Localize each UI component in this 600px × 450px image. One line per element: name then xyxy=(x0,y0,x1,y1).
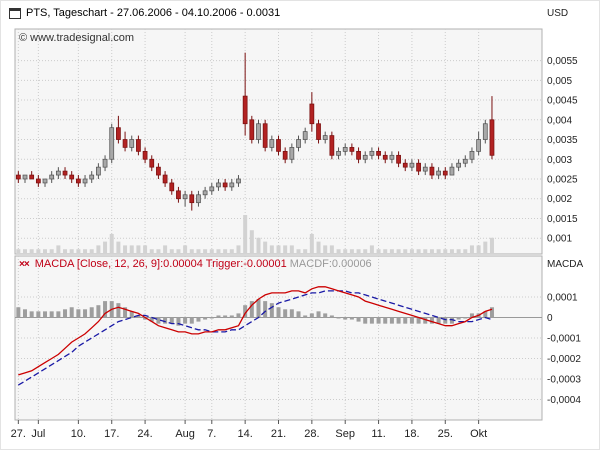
svg-text:0,005: 0,005 xyxy=(547,76,572,87)
svg-text:Sep: Sep xyxy=(335,428,355,440)
svg-text:0: 0 xyxy=(547,313,553,324)
price-axis-unit-label: USD xyxy=(547,8,569,19)
svg-text:17.: 17. xyxy=(104,428,119,440)
price-panel[interactable] xyxy=(14,28,543,255)
svg-text:0,0001: 0,0001 xyxy=(547,293,578,304)
svg-text:0,003: 0,003 xyxy=(547,155,572,166)
svg-text:7.: 7. xyxy=(207,428,216,440)
svg-text:25.: 25. xyxy=(438,428,453,440)
svg-text:0,002: 0,002 xyxy=(547,194,572,205)
svg-text:-0,0003: -0,0003 xyxy=(547,375,581,386)
macd-axis-unit-label: MACDA xyxy=(547,259,584,270)
svg-text:24.: 24. xyxy=(137,428,152,440)
svg-text:-0,0004: -0,0004 xyxy=(547,395,581,406)
indicator-macda-value: MACDA [Close, 12, 26, 9]:0.00004 xyxy=(34,258,203,270)
svg-text:0,0055: 0,0055 xyxy=(547,56,578,67)
svg-text:0,0015: 0,0015 xyxy=(547,214,578,225)
svg-text:0,0045: 0,0045 xyxy=(547,96,578,107)
time-axis[interactable]: 27. Jul 10. 17. 24. Aug 7. 14. 21. 28. Sep 11. 18. 25… xyxy=(11,420,488,440)
svg-text:Aug: Aug xyxy=(175,428,195,440)
svg-text:21.: 21. xyxy=(271,428,286,440)
svg-text:18.: 18. xyxy=(404,428,419,440)
price-axis[interactable]: 0,0055 0,005 0,0045 0,004 0,0035 0,003 0,0025 0… xyxy=(547,56,578,245)
svg-text:11.: 11. xyxy=(371,428,385,440)
svg-text:-0,0002: -0,0002 xyxy=(547,354,581,365)
chart-window-icon[interactable] xyxy=(9,7,21,19)
svg-text:14.: 14. xyxy=(237,428,252,440)
chart-titlebar: PTS, Tageschart - 27.06.2006 - 04.10.200… xyxy=(9,7,280,19)
indicator-macdf-value: MACDF:0.00006 xyxy=(289,258,372,270)
indicator-icon: ×× xyxy=(19,259,30,270)
svg-text:-0,0001: -0,0001 xyxy=(547,334,581,345)
svg-text:10.: 10. xyxy=(71,428,86,440)
svg-text:0,0025: 0,0025 xyxy=(547,175,578,186)
svg-text:0,004: 0,004 xyxy=(547,115,572,126)
svg-text:27.: 27. xyxy=(11,428,26,440)
chart-title: PTS, Tageschart - 27.06.2006 - 04.10.200… xyxy=(26,7,281,19)
indicator-label[interactable]: ×× MACDA [Close, 12, 26, 9]:0.00004 Trig… xyxy=(19,258,372,270)
svg-text:Jul: Jul xyxy=(31,428,45,440)
tradesignal-watermark: © www.tradesignal.com xyxy=(19,32,135,44)
svg-text:Okt: Okt xyxy=(470,428,487,440)
svg-text:0,0035: 0,0035 xyxy=(547,135,578,146)
svg-text:0,001: 0,001 xyxy=(547,234,572,245)
macd-axis[interactable]: 0,0001 0 -0,0001 -0,0002 -0,0003 -0,0004 xyxy=(547,293,581,407)
svg-text:28.: 28. xyxy=(304,428,319,440)
indicator-trigger-value: Trigger:-0.00001 xyxy=(205,258,287,270)
macd-panel[interactable] xyxy=(14,255,543,421)
